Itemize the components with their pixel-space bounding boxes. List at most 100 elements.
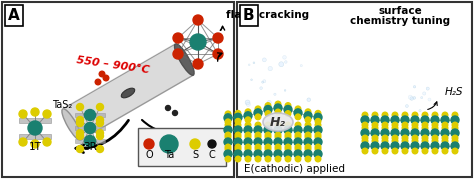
Circle shape <box>260 87 263 90</box>
Circle shape <box>255 114 261 120</box>
Circle shape <box>382 112 388 118</box>
Circle shape <box>422 148 428 154</box>
Circle shape <box>361 129 369 137</box>
Circle shape <box>452 148 458 154</box>
Circle shape <box>97 120 103 127</box>
Circle shape <box>76 132 83 139</box>
Circle shape <box>285 144 291 150</box>
Text: C: C <box>209 150 215 160</box>
Circle shape <box>392 138 398 144</box>
Circle shape <box>245 100 250 105</box>
Circle shape <box>305 146 311 152</box>
Circle shape <box>304 126 312 134</box>
Circle shape <box>423 92 426 95</box>
Circle shape <box>431 129 439 137</box>
Bar <box>75 113 105 117</box>
Circle shape <box>284 138 292 146</box>
Polygon shape <box>63 44 193 140</box>
Circle shape <box>275 134 281 140</box>
Circle shape <box>251 79 252 81</box>
Circle shape <box>432 122 438 128</box>
Text: flake cracking: flake cracking <box>227 10 310 20</box>
Circle shape <box>295 114 301 120</box>
Circle shape <box>235 132 241 138</box>
Circle shape <box>103 75 109 81</box>
Circle shape <box>452 122 458 128</box>
Circle shape <box>190 34 206 50</box>
Circle shape <box>442 112 448 118</box>
Circle shape <box>274 126 282 134</box>
Circle shape <box>193 15 203 25</box>
Circle shape <box>432 135 438 141</box>
Circle shape <box>265 111 271 116</box>
Circle shape <box>422 125 428 131</box>
Circle shape <box>84 110 95 120</box>
Circle shape <box>452 112 458 118</box>
Circle shape <box>284 106 292 113</box>
Circle shape <box>412 148 418 154</box>
Circle shape <box>421 116 429 124</box>
Circle shape <box>234 113 242 121</box>
FancyArrowPatch shape <box>220 26 225 30</box>
Circle shape <box>441 116 449 124</box>
Circle shape <box>442 135 448 141</box>
Circle shape <box>255 106 261 112</box>
Circle shape <box>295 146 301 152</box>
Circle shape <box>225 132 231 138</box>
Circle shape <box>295 156 301 162</box>
Circle shape <box>412 138 418 144</box>
Circle shape <box>255 144 261 150</box>
Circle shape <box>410 97 413 100</box>
Circle shape <box>315 110 321 116</box>
Circle shape <box>362 135 368 141</box>
Circle shape <box>305 122 311 128</box>
Circle shape <box>285 146 291 152</box>
Ellipse shape <box>121 88 135 98</box>
Circle shape <box>362 125 368 131</box>
Bar <box>19 134 51 139</box>
Circle shape <box>426 87 429 90</box>
Circle shape <box>315 146 321 152</box>
Circle shape <box>412 122 418 128</box>
Circle shape <box>225 122 231 128</box>
Circle shape <box>294 138 302 146</box>
Circle shape <box>304 112 312 120</box>
Circle shape <box>275 122 281 128</box>
Circle shape <box>411 116 419 124</box>
Circle shape <box>255 146 261 152</box>
Circle shape <box>274 93 276 95</box>
Circle shape <box>284 61 287 63</box>
Circle shape <box>422 122 428 128</box>
Circle shape <box>173 49 183 59</box>
Circle shape <box>265 103 271 108</box>
Circle shape <box>391 142 399 150</box>
Circle shape <box>193 59 203 69</box>
Circle shape <box>279 62 284 67</box>
Circle shape <box>213 49 223 59</box>
Circle shape <box>402 112 408 118</box>
Circle shape <box>422 138 428 144</box>
Circle shape <box>97 132 103 139</box>
Circle shape <box>275 144 281 150</box>
Circle shape <box>19 138 27 146</box>
Circle shape <box>294 109 302 117</box>
Circle shape <box>402 135 408 141</box>
Circle shape <box>234 138 242 146</box>
Circle shape <box>432 138 438 144</box>
Circle shape <box>391 116 399 124</box>
Circle shape <box>452 135 458 141</box>
Circle shape <box>245 132 251 138</box>
Circle shape <box>224 126 232 134</box>
Circle shape <box>372 122 378 128</box>
Ellipse shape <box>263 113 293 131</box>
Circle shape <box>283 55 286 59</box>
Circle shape <box>246 102 250 107</box>
Circle shape <box>422 135 428 141</box>
Circle shape <box>234 150 242 158</box>
Circle shape <box>235 146 241 152</box>
Ellipse shape <box>174 44 194 75</box>
Circle shape <box>441 142 449 150</box>
Circle shape <box>264 150 272 158</box>
Circle shape <box>275 132 281 138</box>
Circle shape <box>244 112 252 120</box>
